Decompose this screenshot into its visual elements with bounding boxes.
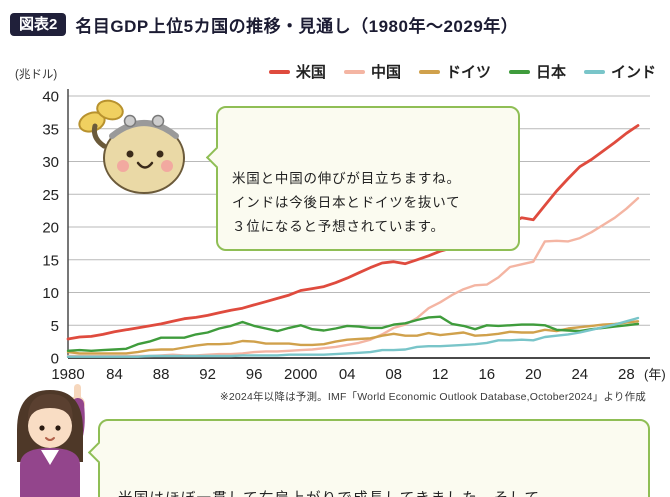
legend-label: 中国 bbox=[370, 64, 401, 81]
chart-y-axis-labels: 0 5 10 15 20 25 30 35 40 bbox=[42, 89, 59, 368]
legend-label: ドイツ bbox=[445, 64, 491, 81]
chart-series-ドイツ bbox=[66, 320, 640, 355]
legend-item-米国: 米国 bbox=[268, 61, 326, 82]
svg-text:40: 40 bbox=[42, 89, 59, 106]
legend-swatch bbox=[583, 69, 605, 74]
svg-text:10: 10 bbox=[42, 285, 59, 302]
svg-text:28: 28 bbox=[618, 366, 635, 383]
annotation-bubble-bottom-text: 米国はほぼ一貫して右肩上がりで成長してきました。そして 今後も、ますます経済が成… bbox=[118, 491, 540, 497]
purse-mascot-illustration bbox=[78, 99, 185, 194]
svg-text:25: 25 bbox=[42, 187, 59, 204]
svg-text:20: 20 bbox=[42, 220, 59, 237]
figure-number-badge: 図表2 bbox=[10, 13, 67, 36]
source-footnote: ※2024年以降は予測。IMF「World Economic Outlook D… bbox=[219, 391, 646, 403]
page-title: 名目GDP上位5カ国の推移・見通し（1980年～2029年） bbox=[75, 17, 519, 36]
legend-item-インド: インド bbox=[583, 61, 656, 82]
svg-text:0: 0 bbox=[51, 351, 59, 368]
legend-swatch bbox=[343, 69, 365, 74]
svg-text:12: 12 bbox=[432, 366, 449, 383]
legend-swatch bbox=[418, 69, 440, 74]
legend-swatch bbox=[508, 69, 530, 74]
legend-label: 米国 bbox=[295, 64, 326, 81]
y-axis-unit-label: (兆ドル) bbox=[15, 69, 58, 81]
legend-label: インド bbox=[610, 64, 656, 81]
svg-text:20: 20 bbox=[525, 366, 542, 383]
svg-text:16: 16 bbox=[478, 366, 495, 383]
svg-text:1980: 1980 bbox=[51, 366, 84, 383]
legend-item-中国: 中国 bbox=[343, 61, 401, 82]
svg-text:08: 08 bbox=[385, 366, 402, 383]
x-axis-unit-label: (年) bbox=[644, 367, 666, 382]
legend-item-日本: 日本 bbox=[508, 61, 566, 82]
svg-text:5: 5 bbox=[51, 318, 59, 335]
svg-text:96: 96 bbox=[246, 366, 263, 383]
svg-text:92: 92 bbox=[199, 366, 216, 383]
presenter-woman-illustration bbox=[17, 384, 85, 497]
annotation-bubble-top: 米国と中国の伸びが目立ちますね。 インドは今後日本とドイツを抜いて ３位になると… bbox=[205, 106, 520, 252]
chart-x-axis-labels: 1980 84 88 92 96 2000 04 08 12 16 20 24 28 (年) bbox=[51, 366, 665, 383]
header: 図表2 名目GDP上位5カ国の推移・見通し（1980年～2029年） bbox=[10, 12, 518, 37]
chart-series-インド bbox=[66, 316, 640, 358]
svg-text:04: 04 bbox=[339, 366, 356, 383]
svg-text:84: 84 bbox=[106, 366, 123, 383]
chart-legend: 米国 中国 ドイツ 日本 インド bbox=[268, 61, 656, 82]
annotation-bubble-bottom: 米国はほぼ一貫して右肩上がりで成長してきました。そして 今後も、ますます経済が成… bbox=[87, 419, 650, 497]
svg-text:2000: 2000 bbox=[284, 366, 317, 383]
svg-text:30: 30 bbox=[42, 154, 59, 171]
legend-label: 日本 bbox=[535, 64, 566, 81]
svg-text:15: 15 bbox=[42, 252, 59, 269]
annotation-bubble-top-text: 米国と中国の伸びが目立ちますね。 インドは今後日本とドイツを抜いて ３位になると… bbox=[232, 170, 461, 235]
svg-text:35: 35 bbox=[42, 121, 59, 138]
chart-series-米国 bbox=[66, 124, 640, 341]
svg-text:24: 24 bbox=[571, 366, 588, 383]
legend-swatch bbox=[268, 69, 290, 74]
svg-text:88: 88 bbox=[153, 366, 170, 383]
chart-series-日本 bbox=[66, 315, 640, 352]
legend-item-ドイツ: ドイツ bbox=[418, 61, 491, 82]
